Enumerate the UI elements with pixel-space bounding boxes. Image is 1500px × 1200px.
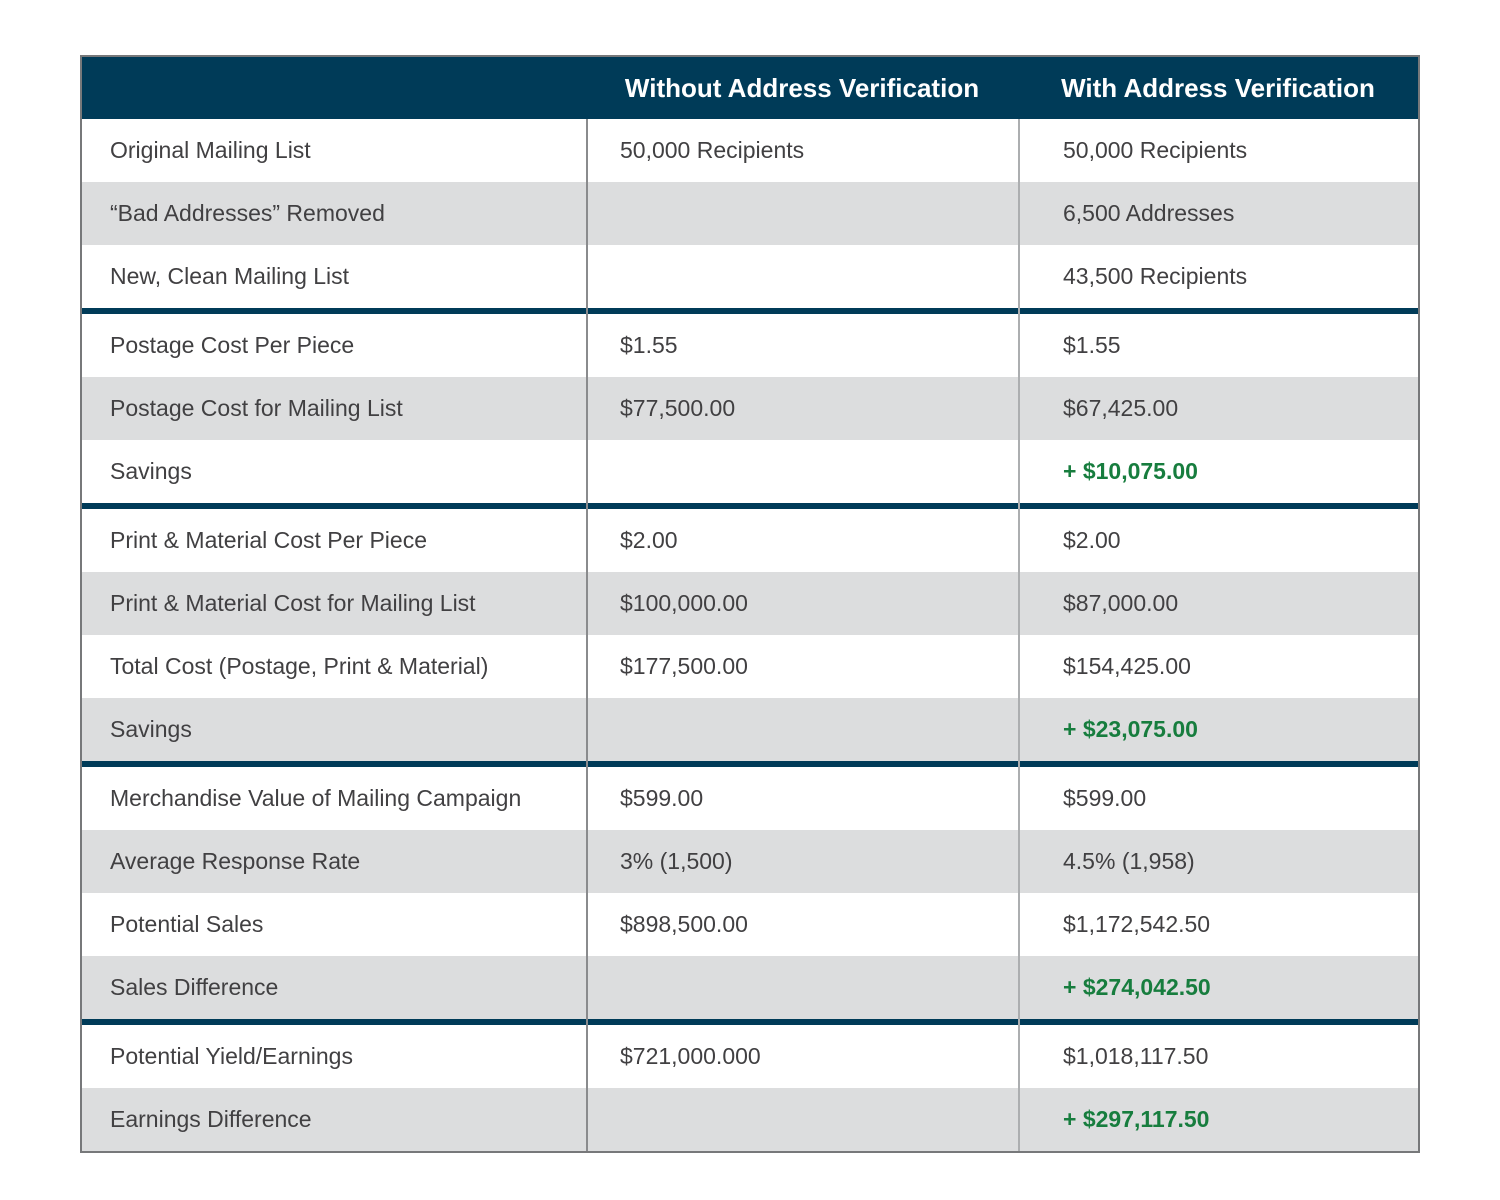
- section-separator: [82, 308, 1418, 314]
- with-verification-value: $1,172,542.50: [1018, 893, 1418, 956]
- row-label: Savings: [110, 458, 192, 484]
- address-verification-comparison-table: Without Address Verification With Addres…: [80, 55, 1420, 1153]
- without-verification-value: 50,000 Recipients: [586, 119, 1018, 182]
- without-verification-value: $898,500.00: [586, 893, 1018, 956]
- without-verification-value: [586, 698, 1018, 761]
- row-label: Postage Cost for Mailing List: [110, 395, 403, 421]
- without-verification-value: $1.55: [586, 314, 1018, 377]
- without-verification-value: [586, 1088, 1018, 1151]
- row-label: Print & Material Cost for Mailing List: [110, 590, 476, 616]
- table-row: Average Response Rate 3% (1,500) 4.5% (1,9…: [82, 830, 1418, 893]
- with-verification-value: 50,000 Recipients: [1018, 119, 1418, 182]
- table-row: “Bad Addresses” Removed 6,500 Addresses: [82, 182, 1418, 245]
- without-verification-value: [586, 245, 1018, 308]
- row-label: “Bad Addresses” Removed: [110, 200, 385, 226]
- with-verification-value: 6,500 Addresses: [1018, 182, 1418, 245]
- with-verification-value: $67,425.00: [1018, 377, 1418, 440]
- with-verification-value: + $10,075.00: [1018, 440, 1418, 503]
- table-row: Print & Material Cost Per Piece $2.00 $2.0…: [82, 509, 1418, 572]
- with-verification-value: + $274,042.50: [1018, 956, 1418, 1019]
- without-verification-value: [586, 182, 1018, 245]
- row-label: Earnings Difference: [110, 1106, 312, 1132]
- row-label: Potential Yield/Earnings: [110, 1043, 353, 1069]
- section-separator-segment: [586, 1019, 1018, 1025]
- table-row: Print & Material Cost for Mailing List $1…: [82, 572, 1418, 635]
- section-separator: [82, 761, 1418, 767]
- row-label: Average Response Rate: [110, 848, 361, 874]
- section-separator: [82, 1019, 1418, 1025]
- section-separator-segment: [1018, 308, 1418, 314]
- row-label: Original Mailing List: [110, 137, 311, 163]
- section-separator: [82, 503, 1418, 509]
- with-verification-value: 4.5% (1,958): [1018, 830, 1418, 893]
- section-separator-segment: [586, 761, 1018, 767]
- with-verification-value: + $297,117.50: [1018, 1088, 1418, 1151]
- without-verification-value: $100,000.00: [586, 572, 1018, 635]
- table-row: Potential Yield/Earnings $721,000.000 $1,0…: [82, 1025, 1418, 1088]
- section-separator-segment: [586, 503, 1018, 509]
- header-without-verification: Without Address Verification: [624, 72, 980, 103]
- without-verification-value: $77,500.00: [586, 377, 1018, 440]
- table-row: Original Mailing List 50,000 Recipients 50…: [82, 119, 1418, 182]
- table-row: Sales Difference + $274,042.50: [82, 956, 1418, 1019]
- row-label: New, Clean Mailing List: [110, 263, 350, 289]
- row-label: Merchandise Value of Mailing Campaign: [110, 785, 522, 811]
- table-row: Savings + $23,075.00: [82, 698, 1418, 761]
- with-verification-value: $154,425.00: [1018, 635, 1418, 698]
- section-separator-segment: [586, 308, 1018, 314]
- table-body: Original Mailing List 50,000 Recipients 50…: [82, 119, 1418, 1151]
- row-label: Total Cost (Postage, Print & Material): [110, 653, 489, 679]
- section-separator-segment: [1018, 503, 1418, 509]
- table-row: Postage Cost for Mailing List $77,500.00 $…: [82, 377, 1418, 440]
- header-with-verification: With Address Verification: [1061, 72, 1375, 103]
- row-label: Potential Sales: [110, 911, 264, 937]
- without-verification-value: $721,000.000: [586, 1025, 1018, 1088]
- row-label: Sales Difference: [110, 974, 279, 1000]
- with-verification-value: $87,000.00: [1018, 572, 1418, 635]
- section-separator-segment: [1018, 761, 1418, 767]
- table-row: Merchandise Value of Mailing Campaign $59…: [82, 767, 1418, 830]
- with-verification-value: $1.55: [1018, 314, 1418, 377]
- table-row: Savings + $10,075.00: [82, 440, 1418, 503]
- section-separator-segment: [1018, 1019, 1418, 1025]
- with-verification-value: + $23,075.00: [1018, 698, 1418, 761]
- row-label: Print & Material Cost Per Piece: [110, 527, 428, 553]
- table-row: Potential Sales $898,500.00 $1,172,542.50: [82, 893, 1418, 956]
- table-header: Without Address Verification With Addres…: [82, 57, 1418, 119]
- table-row: Total Cost (Postage, Print & Material) $1…: [82, 635, 1418, 698]
- header-empty-cell: [82, 57, 586, 119]
- with-verification-value: 43,500 Recipients: [1018, 245, 1418, 308]
- with-verification-value: $2.00: [1018, 509, 1418, 572]
- without-verification-value: $599.00: [586, 767, 1018, 830]
- table-row: Earnings Difference + $297,117.50: [82, 1088, 1418, 1151]
- with-verification-value: $1,018,117.50: [1018, 1025, 1418, 1088]
- without-verification-value: 3% (1,500): [586, 830, 1018, 893]
- row-label: Postage Cost Per Piece: [110, 332, 355, 358]
- with-verification-value: $599.00: [1018, 767, 1418, 830]
- table-row: Postage Cost Per Piece $1.55 $1.55: [82, 314, 1418, 377]
- table-row: New, Clean Mailing List 43,500 Recipients: [82, 245, 1418, 308]
- row-label: Savings: [110, 716, 192, 742]
- without-verification-value: $177,500.00: [586, 635, 1018, 698]
- without-verification-value: [586, 956, 1018, 1019]
- without-verification-value: [586, 440, 1018, 503]
- without-verification-value: $2.00: [586, 509, 1018, 572]
